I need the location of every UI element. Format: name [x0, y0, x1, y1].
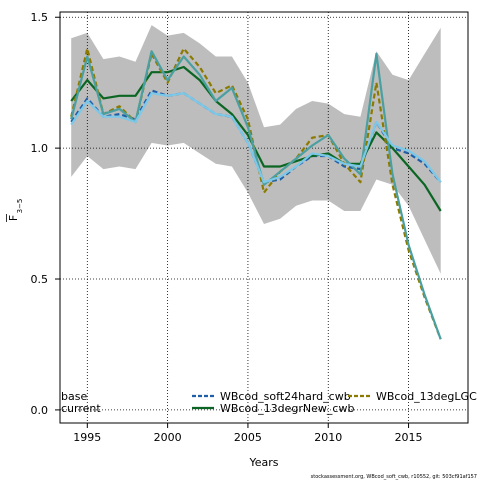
x-tick-label: 1995	[73, 431, 101, 444]
x-tick-label: 2010	[314, 431, 342, 444]
x-axis: 1995 2000 2005 2010 2015	[73, 423, 423, 444]
legend-label-wbcod-13degrnew-cwb: WBcod_13degrNew_cwb	[220, 402, 354, 415]
legend-label-wbcod-13deglgc: WBcod_13degLGC	[376, 390, 477, 403]
footer-note: stockassessment.org, WBcod_soft_cwb, r10…	[311, 474, 477, 480]
series-layer	[70, 47, 442, 340]
plot-frame	[59, 11, 469, 424]
legend-label-wbcod-soft24hard-cwb: WBcod_soft24hard_cwb	[220, 390, 351, 403]
y-axis-label-subscript: 3−5	[16, 199, 24, 214]
y-axis: 0.0 0.5 1.0 1.5	[31, 11, 60, 417]
y-tick-label: 1.0	[31, 142, 49, 155]
series-line-current	[70, 92, 442, 184]
x-axis-label: Years	[248, 456, 278, 469]
legend-label-base: base	[61, 390, 87, 403]
y-tick-label: 0.0	[31, 404, 49, 417]
y-axis-label: F 3−5	[6, 199, 24, 222]
y-tick-label: 1.5	[31, 11, 49, 24]
x-tick-label: 2005	[234, 431, 262, 444]
y-axis-label-main: F	[7, 215, 20, 221]
legend-label-current: current	[61, 402, 101, 415]
series-line-wbcod-13degrnew-cwb	[70, 65, 442, 212]
x-tick-label: 2015	[395, 431, 423, 444]
y-tick-label: 0.5	[31, 273, 49, 286]
series-line-base	[70, 50, 442, 340]
x-tick-label: 2000	[154, 431, 182, 444]
legend: basecurrentWBcod_soft24hard_cwbWBcod_13d…	[61, 390, 477, 415]
